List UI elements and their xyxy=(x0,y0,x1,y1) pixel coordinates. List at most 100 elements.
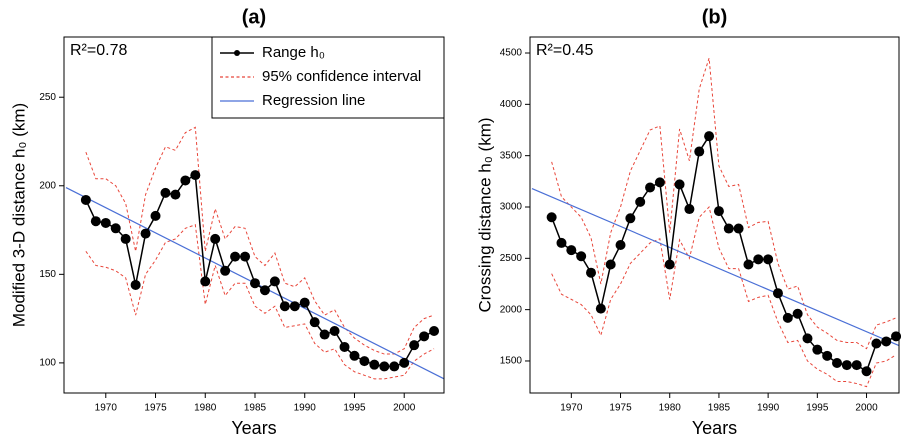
data-point xyxy=(409,340,420,351)
y-tick-label: 1500 xyxy=(500,356,523,367)
y-tick-label: 150 xyxy=(39,269,56,280)
confidence-line xyxy=(85,224,435,380)
data-point xyxy=(339,341,350,352)
legend-label: Range h₀ xyxy=(262,44,325,61)
data-point xyxy=(556,237,567,248)
y-tick-label: 2500 xyxy=(500,253,523,264)
y-tick-label: 3500 xyxy=(500,150,523,161)
data-point xyxy=(881,336,892,347)
plot-frame xyxy=(529,36,900,394)
data-point xyxy=(674,179,685,190)
x-tick-label: 1975 xyxy=(609,403,632,414)
data-point xyxy=(389,361,400,372)
data-point xyxy=(723,223,734,234)
x-tick-label: 1975 xyxy=(144,403,167,414)
data-point xyxy=(605,259,616,270)
annotation: R²=0.78 xyxy=(70,42,127,59)
data-point xyxy=(615,239,626,250)
data-point xyxy=(160,187,171,198)
chart-title: (a) xyxy=(242,6,266,28)
x-tick-label: 1985 xyxy=(708,403,731,414)
data-point xyxy=(230,251,241,262)
confidence-line xyxy=(551,57,897,350)
confidence-line xyxy=(85,126,435,355)
x-tick-label: 1995 xyxy=(806,403,829,414)
data-point xyxy=(319,329,330,340)
data-point xyxy=(635,196,646,207)
data-point xyxy=(150,210,161,221)
data-point xyxy=(792,308,803,319)
legend-label: Regression line xyxy=(262,92,365,109)
data-point xyxy=(249,278,260,289)
data-point xyxy=(240,251,251,262)
data-point xyxy=(359,356,370,367)
data-point xyxy=(595,303,606,314)
data-point xyxy=(891,331,901,342)
confidence-line xyxy=(551,205,897,388)
y-tick-label: 3000 xyxy=(500,202,523,213)
x-tick-label: 1990 xyxy=(294,403,317,414)
x-tick-label: 2000 xyxy=(393,403,416,414)
data-point xyxy=(851,360,862,371)
regression-line xyxy=(531,187,900,347)
data-point xyxy=(684,204,695,215)
data-line xyxy=(85,173,435,368)
data-point xyxy=(704,131,715,142)
data-point xyxy=(299,297,310,308)
data-point xyxy=(130,279,141,290)
data-point xyxy=(763,254,774,265)
y-tick-label: 4000 xyxy=(500,99,523,110)
data-point xyxy=(654,177,665,188)
data-point xyxy=(140,228,151,239)
annotation: R²=0.45 xyxy=(536,42,593,59)
data-point xyxy=(782,312,793,323)
x-tick-label: 1980 xyxy=(659,403,682,414)
data-point xyxy=(832,358,843,369)
y-tick-label: 200 xyxy=(39,180,56,191)
data-point xyxy=(586,267,597,278)
y-tick-label: 100 xyxy=(39,358,56,369)
data-point xyxy=(419,331,430,342)
data-point xyxy=(190,170,201,181)
data-point xyxy=(625,213,636,224)
legend-swatch-point xyxy=(234,50,240,56)
x-tick-label: 1990 xyxy=(757,403,780,414)
x-tick-label: 2000 xyxy=(855,403,878,414)
data-point xyxy=(576,251,587,262)
data-point xyxy=(743,259,754,270)
y-tick-label: 250 xyxy=(39,92,56,103)
x-axis-label: Years xyxy=(231,418,276,438)
data-point xyxy=(90,216,101,227)
data-point xyxy=(180,175,191,186)
data-point xyxy=(210,233,221,244)
data-point xyxy=(170,189,181,200)
data-point xyxy=(861,366,872,377)
data-point xyxy=(812,344,823,355)
x-tick-label: 1970 xyxy=(560,403,583,414)
data-point xyxy=(220,265,231,276)
data-point xyxy=(369,359,380,370)
x-tick-label: 1970 xyxy=(95,403,118,414)
data-point xyxy=(429,326,440,337)
data-point xyxy=(279,301,290,312)
data-point xyxy=(120,233,131,244)
data-point xyxy=(100,217,111,228)
y-axis-label: Crossing distance h₀ (km) xyxy=(475,117,494,312)
data-point xyxy=(841,360,852,371)
data-point xyxy=(694,146,705,157)
x-tick-label: 1980 xyxy=(194,403,217,414)
data-point xyxy=(349,350,360,361)
y-tick-label: 4500 xyxy=(500,48,523,59)
data-point xyxy=(645,182,656,193)
data-point xyxy=(822,350,833,361)
legend-box xyxy=(211,36,445,119)
data-point xyxy=(289,301,300,312)
data-point xyxy=(269,276,280,287)
x-tick-label: 1995 xyxy=(343,403,366,414)
data-point xyxy=(399,357,410,368)
data-point xyxy=(664,259,675,270)
data-point xyxy=(379,361,390,372)
data-point xyxy=(546,212,557,223)
data-point xyxy=(80,194,91,205)
